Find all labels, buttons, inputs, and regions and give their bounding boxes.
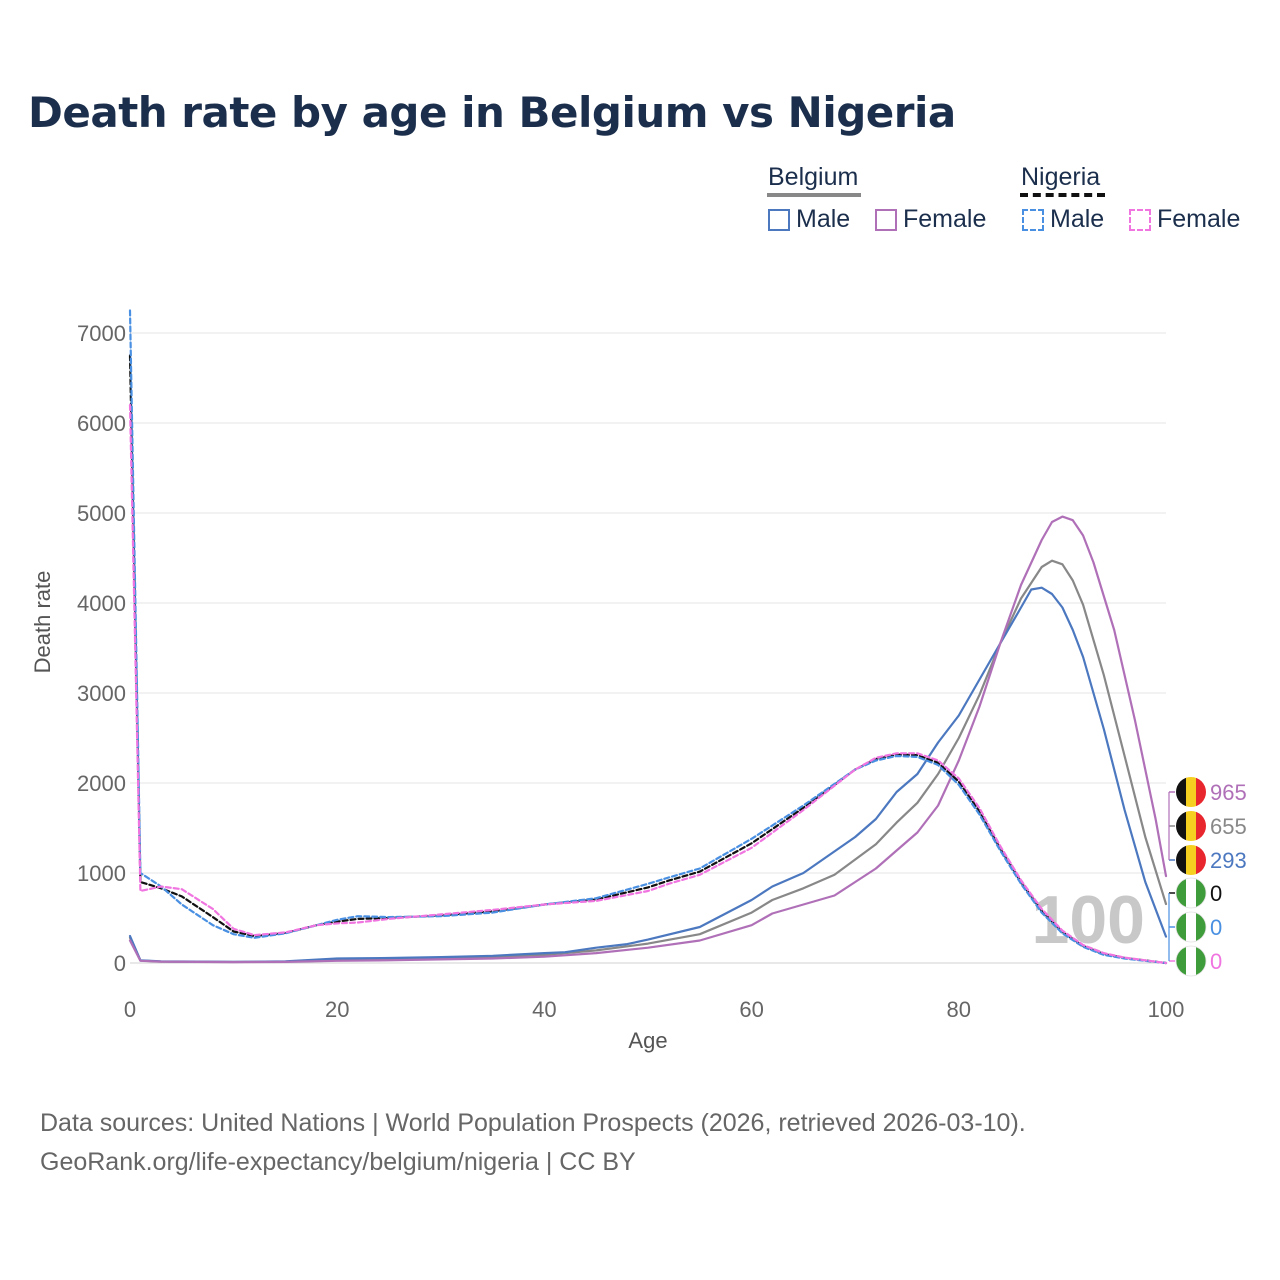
x-tick-label: 0	[124, 997, 136, 1022]
grid-lines	[130, 332, 1166, 964]
x-tick-label: 20	[325, 997, 349, 1022]
belgium-flag-icon	[1176, 845, 1206, 875]
end-label-belgium: 293	[1169, 845, 1247, 875]
legend-group-belgium: Belgium	[768, 163, 859, 191]
nigeria-flag-icon	[1175, 911, 1207, 943]
y-tick-label: 6000	[77, 411, 126, 436]
legend-underline-belgium	[767, 193, 861, 197]
end-label-nigeria: 0	[1169, 877, 1222, 909]
end-label-value: 0	[1210, 949, 1222, 974]
legend-item-nigeria-male[interactable]: Male	[1022, 205, 1104, 234]
nigeria-flag-icon	[1175, 877, 1207, 909]
y-tick-label: 5000	[77, 501, 126, 526]
x-axis-ticks: 0 20 40 60 80 100	[124, 997, 1184, 1022]
belgium-flag-icon	[1176, 811, 1206, 841]
legend-swatch-nigeria-female	[1129, 208, 1151, 231]
series-line-nigeria-female[interactable]	[128, 403, 1168, 965]
x-tick-label: 60	[739, 997, 763, 1022]
page-title: Death rate by age in Belgium vs Nigeria	[28, 88, 956, 137]
series-line-nigeria-total[interactable]	[128, 354, 1168, 965]
end-labels: 965 655 293 0 0 0	[1168, 777, 1247, 977]
end-label-value: 0	[1210, 881, 1222, 906]
footer-attribution: GeoRank.org/life-expectancy/belgium/nige…	[40, 1148, 636, 1176]
legend-item-belgium-female[interactable]: Female	[875, 205, 986, 234]
end-label-belgium: 655	[1169, 811, 1247, 841]
legend-label-nigeria-male: Male	[1050, 205, 1105, 233]
x-tick-label: 80	[947, 997, 971, 1022]
x-axis-label: Age	[628, 1028, 667, 1053]
legend-label-belgium-male: Male	[796, 205, 851, 233]
legend-swatch-belgium-male	[768, 208, 790, 231]
nigeria-flag-icon	[1175, 945, 1207, 977]
legend-swatch-nigeria-male	[1022, 208, 1044, 231]
end-label-value: 293	[1210, 848, 1247, 873]
end-label-value: 0	[1210, 915, 1222, 940]
series-line-nigeria-male[interactable]	[128, 309, 1168, 965]
footer-sources: Data sources: United Nations | World Pop…	[40, 1109, 1026, 1137]
legend-label-belgium-female: Female	[903, 205, 987, 233]
y-axis-label: Death rate	[30, 571, 55, 674]
end-label-belgium: 965	[1169, 777, 1247, 807]
y-tick-label: 3000	[77, 681, 126, 706]
y-tick-label: 7000	[77, 321, 126, 346]
series-line-belgium-female[interactable]	[128, 515, 1168, 964]
y-tick-label: 2000	[77, 771, 126, 796]
legend-underline-nigeria	[1020, 193, 1105, 197]
legend-swatch-belgium-female	[875, 208, 897, 231]
end-label-nigeria: 0	[1169, 945, 1222, 977]
belgium-flag-icon	[1176, 777, 1206, 807]
x-tick-label: 40	[532, 997, 556, 1022]
y-tick-label: 0	[114, 951, 126, 976]
series-lines	[128, 309, 1168, 965]
series-line-belgium-male[interactable]	[128, 586, 1168, 963]
legend-label-nigeria-female: Female	[1157, 205, 1241, 233]
end-label-value: 655	[1210, 814, 1247, 839]
y-tick-label: 1000	[77, 861, 126, 886]
series-line-belgium-total[interactable]	[128, 559, 1168, 964]
x-tick-label: 100	[1148, 997, 1185, 1022]
end-label-value: 965	[1210, 780, 1247, 805]
end-label-nigeria: 0	[1169, 911, 1222, 943]
legend-item-belgium-male[interactable]: Male	[768, 205, 850, 234]
y-axis-ticks: 0 1000 2000 3000 4000 5000 6000 7000	[77, 321, 126, 976]
y-tick-label: 4000	[77, 591, 126, 616]
legend-item-nigeria-female[interactable]: Female	[1129, 205, 1240, 234]
legend-group-nigeria: Nigeria	[1021, 163, 1101, 191]
